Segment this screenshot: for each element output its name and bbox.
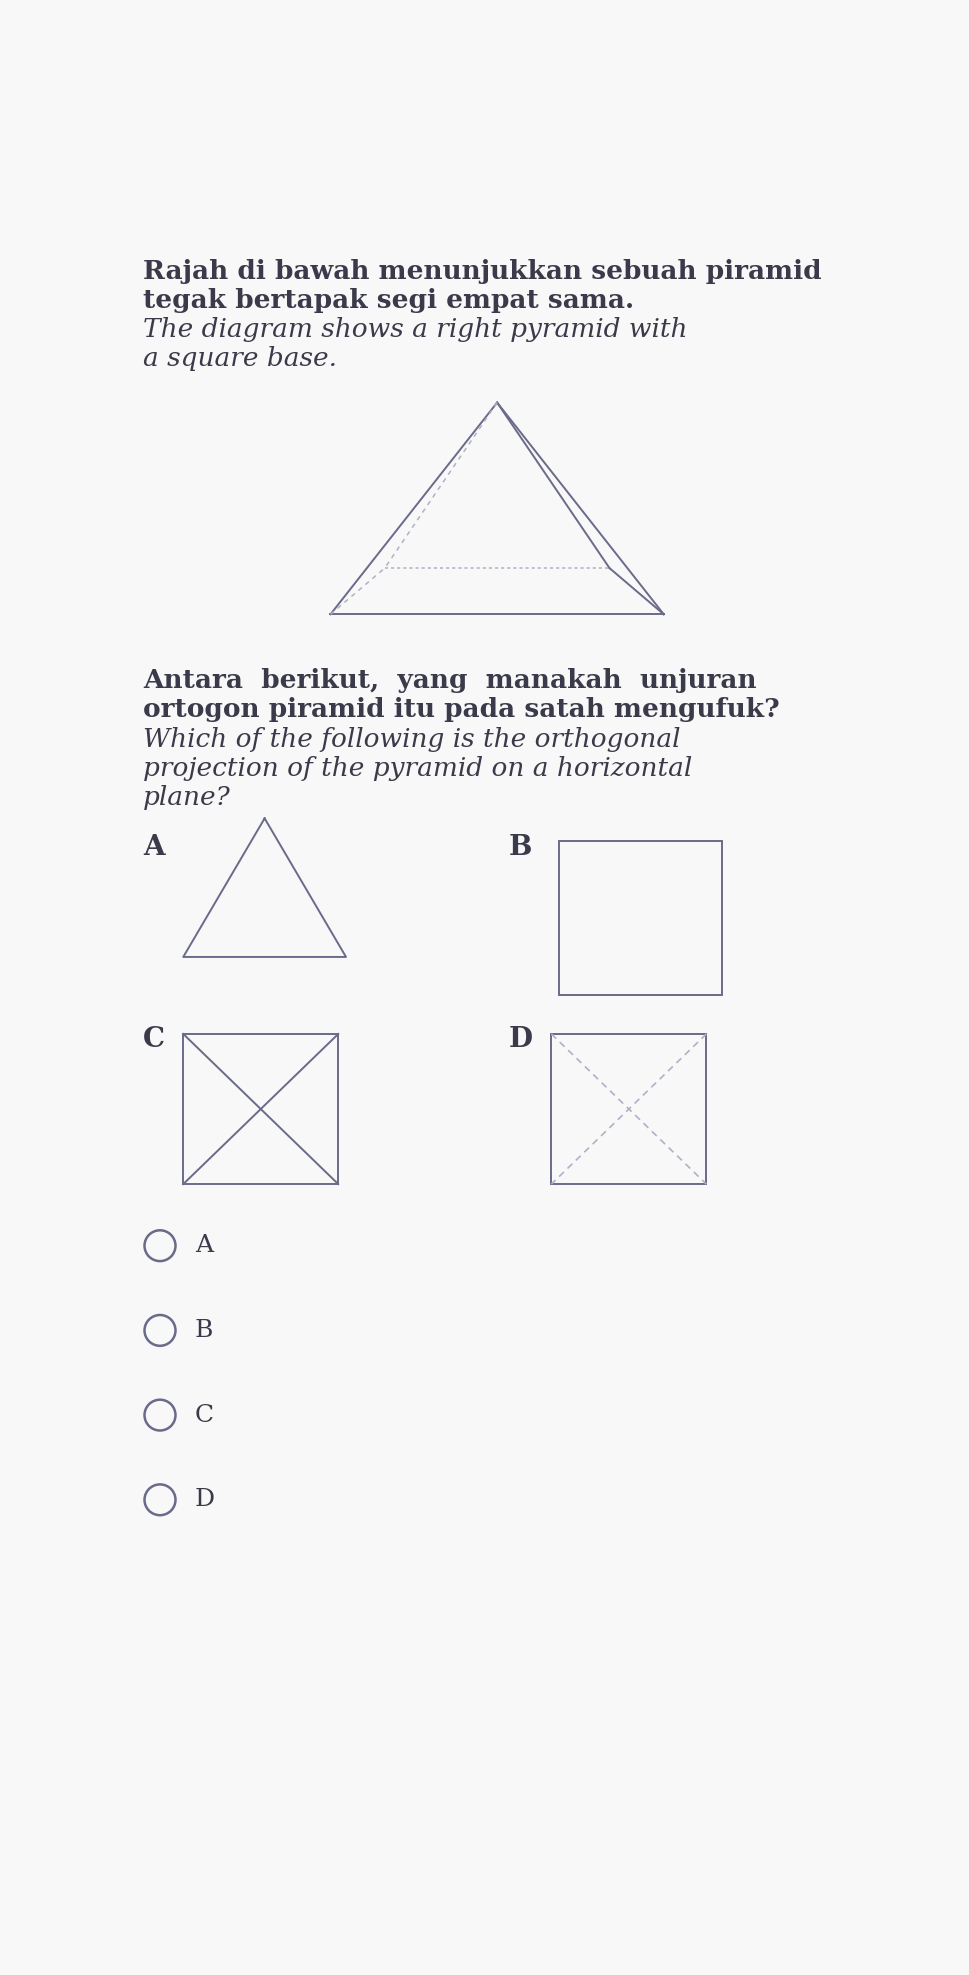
Bar — [550, 1035, 705, 1185]
Text: A: A — [142, 833, 165, 861]
Text: tegak bertapak segi empat sama.: tegak bertapak segi empat sama. — [142, 288, 634, 312]
Bar — [183, 1035, 338, 1185]
Text: ortogon piramid itu pada satah mengufuk?: ortogon piramid itu pada satah mengufuk? — [142, 697, 779, 723]
Text: Antara  berikut,  yang  manakah  unjuran: Antara berikut, yang manakah unjuran — [142, 668, 756, 693]
Text: The diagram shows a right pyramid with: The diagram shows a right pyramid with — [142, 318, 687, 342]
Text: C: C — [195, 1404, 214, 1426]
Text: D: D — [508, 1027, 532, 1053]
Text: C: C — [142, 1027, 165, 1053]
Text: a square base.: a square base. — [142, 346, 336, 371]
Text: projection of the pyramid on a horizontal: projection of the pyramid on a horizonta… — [142, 756, 692, 780]
Text: A: A — [195, 1234, 213, 1258]
Text: D: D — [195, 1489, 215, 1511]
Text: B: B — [195, 1319, 213, 1341]
Text: B: B — [508, 833, 532, 861]
Text: Rajah di bawah menunjukkan sebuah piramid: Rajah di bawah menunjukkan sebuah pirami… — [142, 259, 821, 284]
Text: plane?: plane? — [142, 786, 231, 810]
Text: Which of the following is the orthogonal: Which of the following is the orthogonal — [142, 727, 679, 752]
Bar — [558, 841, 721, 995]
